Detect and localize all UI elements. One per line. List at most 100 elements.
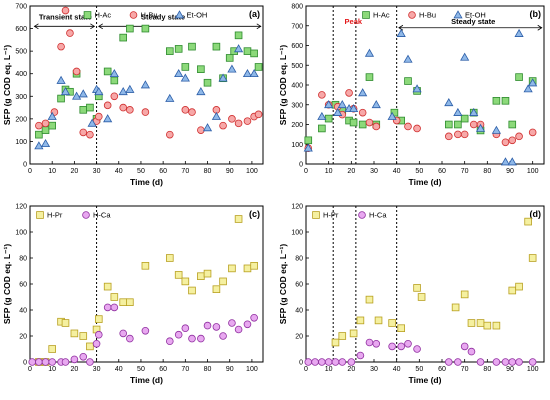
data-point	[166, 130, 174, 139]
legend-label: H-Bu	[419, 11, 436, 20]
legend-label: H-Pr	[47, 211, 63, 220]
data-point	[203, 269, 212, 278]
data-point	[318, 91, 326, 99]
data-point	[476, 319, 485, 327]
data-point	[165, 254, 174, 262]
panel-d: 0 10 20 30 40 50 60 70 80 90 100 0 20 40 60 80 100 120 Tim…	[278, 204, 545, 385]
data-point	[165, 47, 174, 55]
data-point	[249, 68, 259, 78]
legend-label: H-Ac	[95, 11, 112, 20]
data-point	[56, 75, 66, 84]
data-point	[188, 108, 196, 116]
x-tick-label: 80	[483, 168, 491, 175]
data-point	[234, 215, 243, 223]
data-point	[454, 120, 462, 129]
series-h-ca	[28, 303, 258, 366]
x-tick-label: 50	[415, 366, 423, 373]
data-point	[218, 73, 228, 82]
data-point	[174, 330, 183, 339]
data-point	[197, 65, 205, 74]
data-point	[48, 358, 56, 366]
data-point	[451, 303, 460, 312]
data-point	[365, 73, 374, 81]
data-point	[388, 319, 396, 327]
y-tick-label: 800	[291, 4, 303, 11]
data-point	[508, 358, 517, 366]
panel-c: 0 10 20 30 40 50 60 70 80 90 100 0 20 40 60 80 100 120 Tim…	[2, 204, 264, 385]
data-point	[35, 130, 43, 139]
data-point	[250, 313, 258, 322]
x-tick-label: 70	[181, 366, 189, 373]
data-point	[396, 28, 406, 37]
data-point	[103, 101, 112, 110]
data-point	[528, 358, 537, 366]
data-point	[372, 122, 381, 131]
legend: H-Ac H-Bu Et-OH	[83, 10, 207, 20]
data-point	[228, 319, 236, 327]
x-tick-label: 20	[70, 168, 78, 175]
x-tick-label: 50	[137, 168, 145, 175]
data-point	[110, 76, 119, 85]
data-point	[444, 120, 453, 129]
y-tick-label: 700	[15, 4, 27, 11]
data-point	[86, 130, 94, 139]
data-point	[404, 339, 412, 348]
data-point	[483, 321, 492, 330]
data-point	[254, 110, 263, 119]
y-tick-label: 600	[15, 26, 27, 33]
x-tick-label: 40	[393, 366, 401, 373]
y-tick-label: 120	[15, 204, 27, 211]
data-point	[318, 358, 326, 366]
x-tick-label: 10	[48, 366, 56, 373]
arrow-head	[537, 24, 543, 31]
legend-marker	[82, 211, 90, 219]
data-point	[387, 111, 397, 120]
data-point	[174, 68, 184, 78]
x-tick-label: 0	[304, 366, 308, 373]
data-point	[514, 28, 524, 37]
data-point	[35, 358, 43, 366]
x-tick-label: 60	[438, 168, 446, 175]
data-point	[500, 157, 511, 166]
data-point	[250, 49, 258, 58]
legend-label: H-Pr	[323, 211, 339, 220]
data-point	[515, 358, 523, 366]
y-tick-label: 0	[299, 360, 303, 367]
data-point	[211, 111, 221, 120]
data-point	[66, 29, 74, 37]
x-tick-label: 100	[527, 366, 539, 373]
data-point	[126, 298, 134, 306]
data-point	[196, 87, 206, 96]
panel-label: (d)	[530, 209, 542, 219]
data-point	[454, 358, 462, 366]
series-h-bu	[35, 6, 263, 139]
data-point	[243, 47, 252, 55]
data-point	[234, 325, 243, 334]
x-tick-label: 90	[226, 168, 234, 175]
y-tick-label: 60	[19, 282, 27, 289]
data-point	[188, 286, 196, 295]
data-point	[397, 342, 406, 351]
plot-frame	[29, 5, 264, 165]
data-point	[181, 324, 190, 333]
legend-label: Et-OH	[465, 11, 486, 20]
data-point	[372, 339, 381, 348]
data-point	[444, 358, 453, 366]
data-point	[86, 342, 94, 351]
data-point	[126, 24, 134, 33]
x-tick-label: 70	[461, 168, 469, 175]
data-point	[141, 24, 150, 33]
data-point	[181, 106, 190, 114]
x-tick-label: 10	[48, 168, 56, 175]
annotation-text: Steady state	[451, 17, 495, 26]
legend: H-Pr H-Ca	[312, 211, 387, 220]
data-point	[242, 68, 253, 78]
data-point	[94, 87, 104, 96]
x-tick-label: 80	[204, 366, 212, 373]
legend-label: H-Ca	[369, 211, 387, 220]
data-point	[528, 78, 538, 87]
y-tick-label: 40	[19, 308, 27, 315]
x-tick-label: 10	[325, 168, 333, 175]
data-point	[212, 323, 221, 331]
data-point	[40, 138, 51, 148]
